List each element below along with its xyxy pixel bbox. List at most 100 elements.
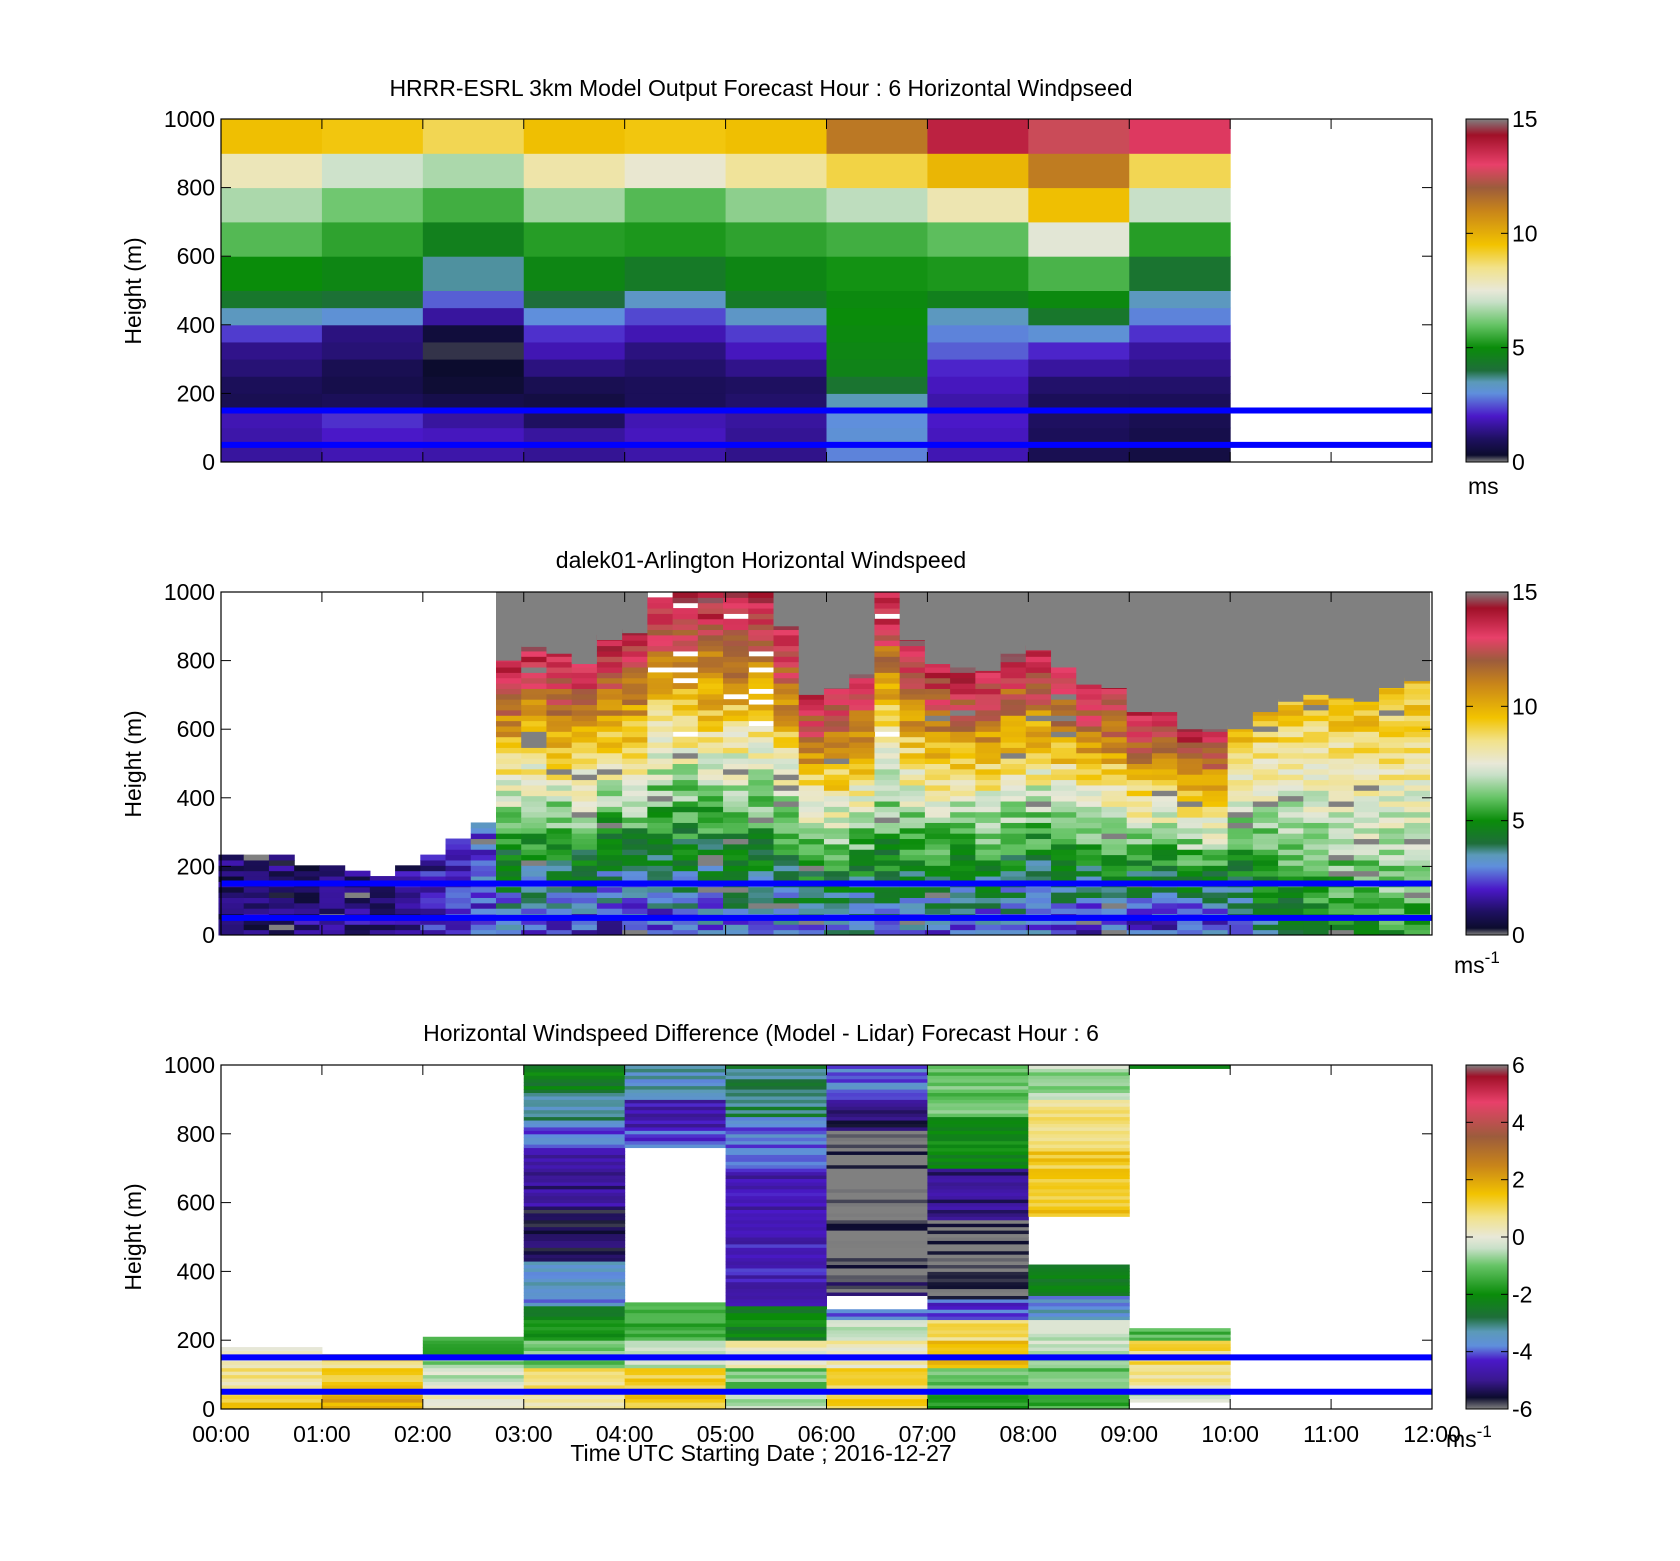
lidar-cell <box>571 725 598 732</box>
lidar-cell <box>1202 838 1229 845</box>
diff-cell <box>826 1068 928 1073</box>
lidar-cell <box>521 725 548 732</box>
lidar-cell <box>773 747 800 754</box>
model-cell <box>523 393 626 412</box>
lidar-cell <box>798 747 825 754</box>
model-cell <box>523 187 626 223</box>
panel-difference-ylabel: Height (m) <box>120 1183 146 1290</box>
diff-cell <box>624 1113 727 1118</box>
lidar-cell <box>798 929 825 936</box>
lidar-cell <box>723 699 749 706</box>
lidar-cell <box>647 929 674 936</box>
lidar-cell <box>975 902 1002 909</box>
lidar-cell <box>622 688 648 695</box>
lidar-cell <box>950 838 976 845</box>
lidar-cell <box>697 683 724 689</box>
lidar-cell <box>1000 849 1027 856</box>
lidar-cell <box>1101 833 1128 840</box>
lidar-cell <box>1101 752 1128 759</box>
diff-cell <box>725 1367 827 1372</box>
diff-cell <box>927 1089 1029 1094</box>
lidar-cell <box>1353 833 1380 840</box>
lidar-cell <box>1025 725 1052 732</box>
lidar-cell <box>672 758 699 764</box>
model-cell <box>523 341 626 360</box>
diff-cell <box>321 1402 424 1407</box>
lidar-cell <box>950 667 976 673</box>
lidar-cell <box>369 902 396 909</box>
lidar-cell <box>672 865 699 872</box>
lidar-cell <box>1303 731 1330 738</box>
lidar-cell <box>1177 806 1204 813</box>
lidar-cell <box>1126 886 1153 893</box>
lidar-cell <box>697 924 724 931</box>
lidar-cell <box>924 677 951 684</box>
diff-cell <box>826 1233 928 1238</box>
lidar-cell <box>924 801 951 807</box>
lidar-cell <box>647 656 674 663</box>
lidar-cell <box>1202 892 1229 898</box>
diff-cell <box>826 1240 928 1245</box>
diff-cell <box>725 1175 827 1180</box>
lidar-cell <box>672 688 699 695</box>
lidar-cell <box>748 661 775 668</box>
diff-cell <box>725 1230 827 1235</box>
lidar-cell <box>798 784 825 791</box>
lidar-cell <box>899 908 926 915</box>
lidar-cell <box>748 801 775 807</box>
lidar-cell <box>1353 752 1380 759</box>
lidar-cell <box>596 704 623 711</box>
lidar-cell <box>975 704 1002 711</box>
lidar-cell <box>950 725 976 732</box>
lidar-cell <box>899 650 926 657</box>
diff-cell <box>1129 1331 1231 1335</box>
lidar-cell <box>672 672 699 679</box>
lidar-cell <box>697 784 724 791</box>
x-tick-label: 11:00 <box>1303 1421 1359 1447</box>
lidar-cell <box>495 763 522 770</box>
lidar-cell <box>899 784 926 791</box>
diff-cell <box>725 1099 827 1104</box>
diff-cell <box>624 1102 727 1107</box>
lidar-cell <box>218 859 245 866</box>
lidar-cell <box>445 843 472 850</box>
lidar-cell <box>1126 897 1153 904</box>
lidar-cell <box>395 908 421 915</box>
lidar-cell <box>243 870 270 877</box>
diff-cell <box>1028 1323 1130 1327</box>
lidar-cell <box>546 924 573 931</box>
model-cell <box>725 221 827 257</box>
diff-cell <box>624 1378 727 1382</box>
lidar-cell <box>521 892 548 898</box>
diff-cell <box>725 1350 827 1355</box>
lidar-cell <box>1379 908 1405 915</box>
diff-cell <box>927 1168 1029 1173</box>
lidar-cell <box>521 790 548 797</box>
lidar-cell <box>495 822 522 829</box>
lidar-cell <box>571 817 598 823</box>
lidar-cell <box>1227 924 1254 931</box>
lidar-cell <box>1379 699 1405 706</box>
lidar-cell <box>1252 854 1279 861</box>
lidar-cell <box>1000 918 1027 925</box>
model-cell <box>221 119 323 154</box>
lidar-cell <box>748 656 775 663</box>
lidar-cell <box>1278 822 1304 829</box>
lidar-cell <box>647 790 674 797</box>
lidar-cell <box>344 902 371 909</box>
diff-cell <box>927 1278 1029 1283</box>
lidar-cell <box>420 865 447 872</box>
diff-cell <box>1028 1295 1130 1300</box>
lidar-cell <box>1202 752 1229 759</box>
lidar-cell <box>1379 811 1405 818</box>
lidar-cell <box>647 672 674 679</box>
lidar-cell <box>1227 736 1254 743</box>
lidar-cell <box>748 908 775 915</box>
diff-cell <box>523 1092 626 1097</box>
lidar-cell <box>975 779 1002 786</box>
lidar-cell <box>697 699 724 706</box>
model-cell <box>422 256 525 291</box>
lidar-cell <box>470 902 497 909</box>
lidar-cell <box>924 902 951 909</box>
